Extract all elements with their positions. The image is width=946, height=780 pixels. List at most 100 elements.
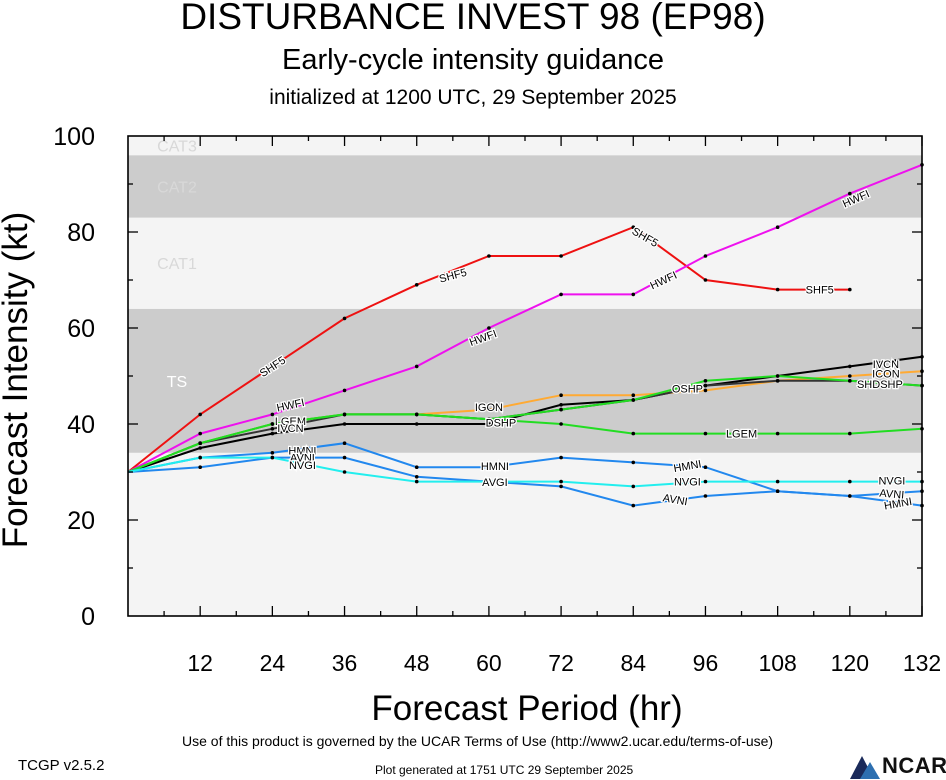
point-avni	[414, 475, 419, 479]
x-tick-label: 12	[187, 650, 213, 676]
band-cat3	[128, 136, 922, 156]
point-nvgi	[775, 479, 780, 484]
chart-title: DISTURBANCE INVEST 98 (EP98)	[180, 0, 766, 37]
y-tick-label: 40	[67, 411, 95, 439]
point-nvgi	[559, 479, 563, 484]
line-label-hmni: HMNI	[481, 461, 509, 473]
point-lgem	[342, 412, 347, 417]
band-label-cat2: CAT2	[157, 179, 197, 196]
line-label-ivcn: IVCN	[873, 359, 899, 371]
x-tick-label: 24	[260, 650, 286, 676]
y-tick-label: 60	[67, 315, 95, 343]
point-shf5	[775, 287, 780, 292]
y-tick-label: 0	[81, 603, 95, 631]
series-lines	[127, 163, 924, 508]
point-nvgi	[342, 470, 347, 474]
point-shf5	[342, 316, 347, 321]
version-label: TCGP v2.5.2	[18, 757, 105, 774]
point-shf5	[703, 278, 708, 282]
point-ivcn	[848, 364, 852, 369]
x-tick-label: 132	[903, 650, 941, 676]
point-avni	[703, 494, 708, 498]
line-label-avni: AVNI	[290, 453, 315, 465]
line-label-ivcn: IVCN	[277, 423, 303, 435]
y-tick-label: 20	[67, 507, 95, 535]
point-lgem	[775, 431, 780, 436]
point-hmni	[487, 465, 491, 470]
point-lgem	[703, 431, 708, 436]
line-label-shdshp: SHDSHP	[857, 379, 903, 391]
series-line-nvgi	[127, 456, 922, 488]
ncar-logo-text: NCAR	[882, 753, 946, 778]
point-hmni	[270, 451, 275, 455]
x-tick-label: 120	[831, 650, 869, 676]
point-nvgi	[414, 479, 419, 484]
point-lgem	[631, 431, 636, 436]
point-hwfi	[487, 326, 491, 330]
point-ivcn	[270, 431, 275, 436]
line-label-dshp: DSHP	[486, 418, 517, 430]
point-nvgi	[703, 479, 708, 484]
series-line-avni	[127, 456, 923, 507]
point-icon	[631, 393, 636, 398]
point-hwfi	[270, 412, 275, 417]
x-tick-label: 96	[693, 650, 719, 676]
point-hwfi	[198, 431, 202, 436]
point-dshp	[703, 383, 708, 388]
point-dshp	[775, 379, 780, 383]
point-avni	[631, 503, 636, 508]
point-shf5	[631, 225, 636, 229]
point-avni	[848, 494, 852, 498]
line-label-avni: AVNI	[482, 478, 507, 490]
point-icon	[848, 374, 852, 378]
init-time-line: initialized at 1200 UTC, 29 September 20…	[269, 86, 677, 109]
point-shf5	[487, 254, 491, 258]
point-avni	[559, 484, 563, 489]
line-label-lgem: LGEM	[726, 429, 757, 441]
x-tick-label: 108	[758, 650, 796, 676]
line-label-shf5: SHF5	[806, 285, 834, 297]
x-tick-label: 72	[548, 650, 574, 676]
point-lgem	[559, 422, 563, 426]
point-avni	[342, 455, 347, 460]
point-hmni	[559, 455, 563, 460]
point-lgem	[414, 412, 419, 417]
point-shf5	[270, 364, 275, 369]
x-axis-label: Forecast Period (hr)	[371, 689, 682, 728]
band-label-ts: TS	[167, 374, 187, 391]
line-label-nvgi: NVGI	[674, 477, 701, 489]
point-hwfi	[631, 292, 636, 297]
point-hwfi	[703, 254, 708, 258]
point-hmni	[342, 441, 347, 446]
line-label-avni: AVNI	[662, 492, 689, 508]
line-label-lgem: LGEM	[275, 416, 306, 428]
line-label-igon: IGON	[475, 402, 503, 414]
below-ts-band	[128, 452, 922, 616]
point-icon	[487, 407, 491, 412]
point-icon	[559, 393, 563, 398]
point-lgem	[198, 441, 202, 446]
ncar-logo-icon	[850, 756, 880, 779]
point-hmni	[414, 465, 419, 470]
point-hwfi	[559, 292, 563, 297]
point-nvgi	[198, 455, 202, 460]
x-tick-label: 84	[620, 650, 646, 676]
point-lgem	[270, 422, 275, 426]
x-tick-label: 36	[332, 650, 358, 676]
point-lgem	[487, 417, 491, 422]
point-hmni	[703, 465, 708, 470]
point-hwfi	[775, 225, 780, 229]
point-ivcn	[559, 403, 563, 407]
point-ship	[848, 379, 852, 383]
line-label-hmni: HMNI	[288, 445, 316, 457]
series-line-hwfi	[127, 163, 923, 473]
point-shf5	[848, 287, 852, 292]
line-label-avni: AVNI	[879, 488, 905, 502]
point-nvgi	[848, 479, 852, 484]
y-tick-label: 80	[67, 219, 95, 247]
point-shf5	[414, 283, 419, 287]
point-nvgi	[487, 479, 491, 484]
point-hwfi	[414, 364, 419, 369]
point-ship	[703, 379, 708, 383]
